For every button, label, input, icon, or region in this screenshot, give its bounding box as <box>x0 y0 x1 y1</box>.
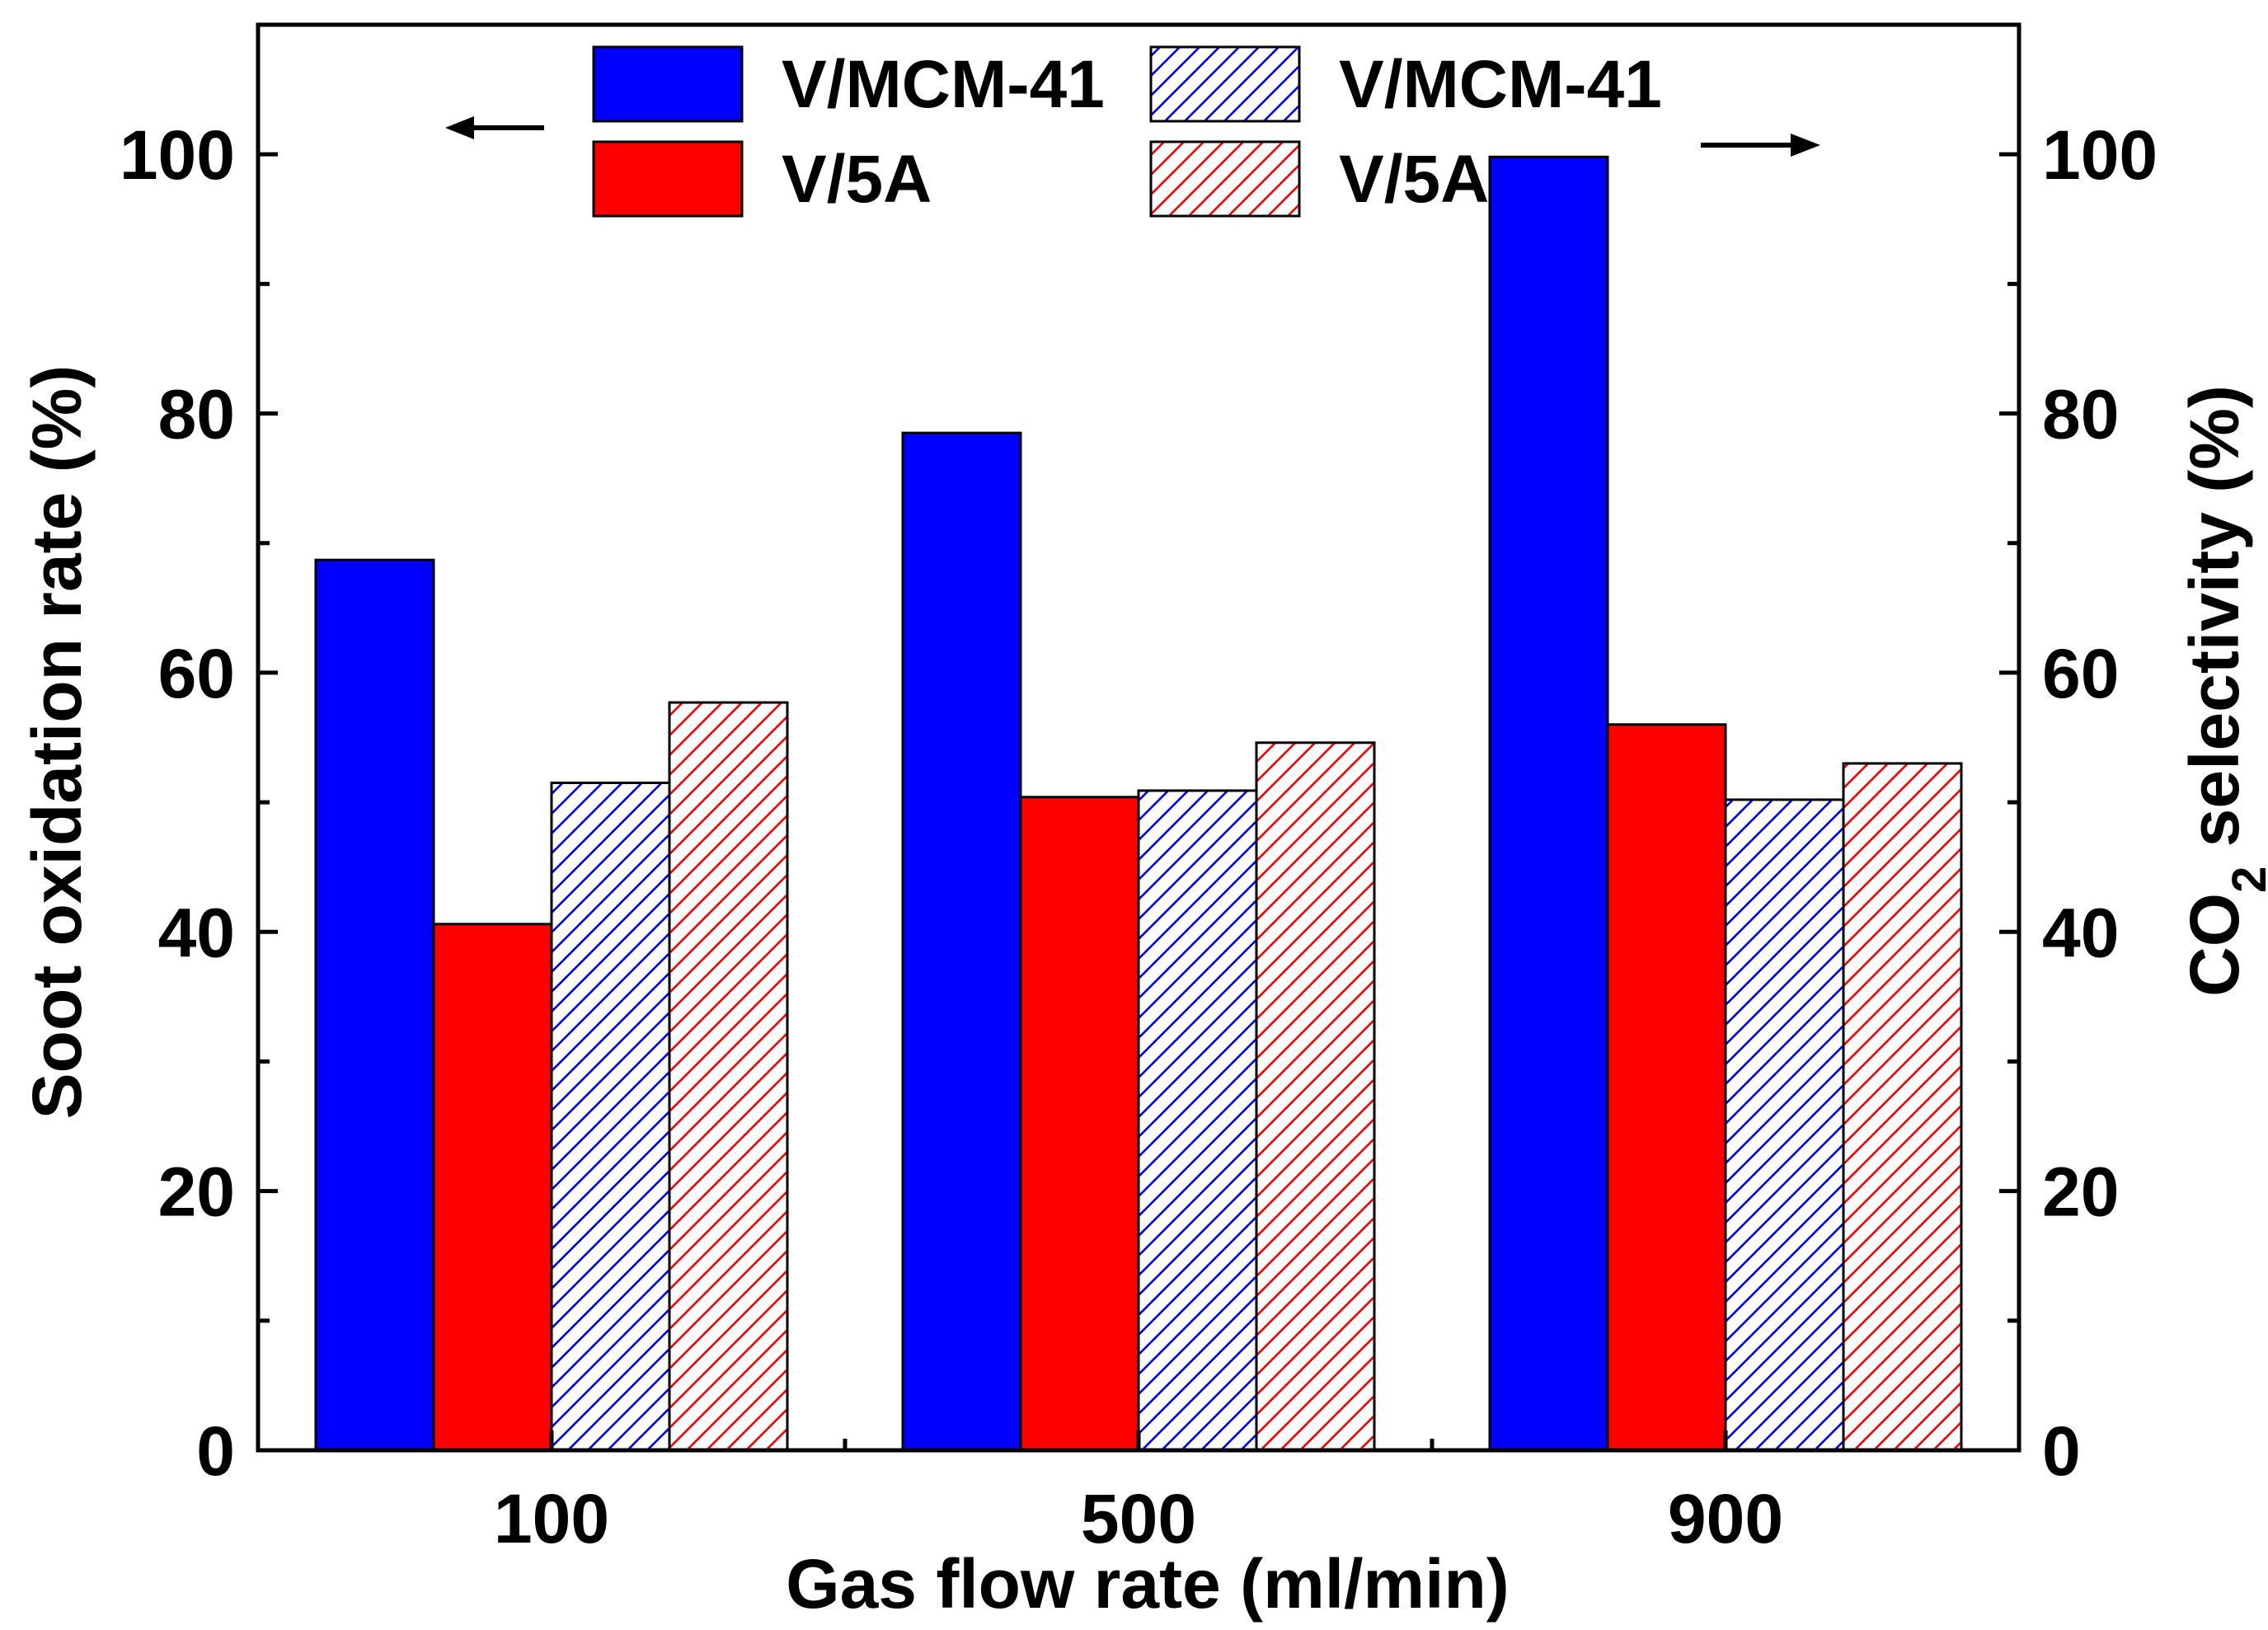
y-right-tick-label: 100 <box>2042 116 2158 194</box>
bar-v-5a-right-900 <box>1842 762 1963 1452</box>
y-axis-right-title-co: CO <box>2176 893 2253 997</box>
bar-v-5a-left-900 <box>1606 723 1727 1452</box>
y-right-tick-label: 0 <box>2042 1412 2081 1490</box>
x-tick-label-100: 100 <box>494 1480 609 1557</box>
y-axis-left-title: Soot oxidation rate (%) <box>18 365 96 1120</box>
legend-swatch <box>592 45 744 123</box>
bar-v-mcm-41-left-900 <box>1488 155 1609 1452</box>
y-left-tick-label: 20 <box>158 1153 235 1231</box>
bar-v-mcm-41-left-500 <box>901 431 1022 1452</box>
y-left-tick-label: 100 <box>120 116 235 194</box>
legend-item-v-5a-hatch: V/5A <box>1149 140 1489 218</box>
legend-swatch <box>592 140 744 218</box>
legend-label: V/MCM-41 <box>782 47 1105 122</box>
legend-item-v-mcm-41-solid: V/MCM-41 <box>592 45 1105 123</box>
bar-v-5a-right-500 <box>1255 741 1376 1452</box>
bar-v-mcm-41-right-900 <box>1724 798 1845 1452</box>
y-right-tick-label: 40 <box>2042 894 2119 971</box>
bar-v-mcm-41-left-100 <box>314 558 435 1452</box>
x-tick-label-900: 900 <box>1668 1480 1783 1557</box>
legend-label: V/5A <box>782 142 932 217</box>
bar-v-5a-left-100 <box>432 923 553 1452</box>
right-axis-arrow <box>1701 134 1820 157</box>
y-right-tick-label: 60 <box>2042 635 2119 712</box>
legend-item-v-mcm-41-hatch: V/MCM-41 <box>1149 45 1662 123</box>
y-axis-right-title-rest: selectivity (%) <box>2176 385 2253 867</box>
y-left-tick-label: 60 <box>158 635 235 712</box>
legend-label: V/5A <box>1339 142 1489 217</box>
legend: V/MCM-41 V/MCM-41 V/5A V/5A <box>592 45 1662 218</box>
left-axis-arrow <box>445 116 544 139</box>
bar-v-5a-right-100 <box>668 701 789 1452</box>
y-left-tick-label: 40 <box>158 894 235 971</box>
y-right-tick-label: 20 <box>2042 1153 2119 1231</box>
x-tick-label-500: 500 <box>1081 1480 1196 1557</box>
y-left-tick-label: 0 <box>196 1412 235 1490</box>
bars-layer <box>314 155 1963 1452</box>
axes-layer: 0 0 20 20 40 40 60 60 80 80 100 100 100 500 900 <box>120 22 2158 1557</box>
legend-swatch <box>1149 45 1301 123</box>
bar-v-mcm-41-right-100 <box>550 782 671 1452</box>
bar-v-5a-left-500 <box>1019 796 1140 1452</box>
x-axis-title: Gas flow rate (ml/min) <box>786 1545 1510 1623</box>
legend-label: V/MCM-41 <box>1339 47 1662 122</box>
legend-item-v-5a-solid: V/5A <box>592 140 932 218</box>
y-left-tick-label: 80 <box>158 376 235 453</box>
legend-swatch <box>1149 140 1301 218</box>
right-arrow-head <box>1791 134 1820 157</box>
y-axis-right-title-subscript: 2 <box>2223 867 2268 893</box>
y-right-tick-label: 80 <box>2042 376 2119 453</box>
y-axis-right-title: CO2 selectivity (%) <box>2176 385 2268 997</box>
left-arrow-head <box>445 116 474 139</box>
bar-v-mcm-41-right-500 <box>1137 789 1258 1452</box>
